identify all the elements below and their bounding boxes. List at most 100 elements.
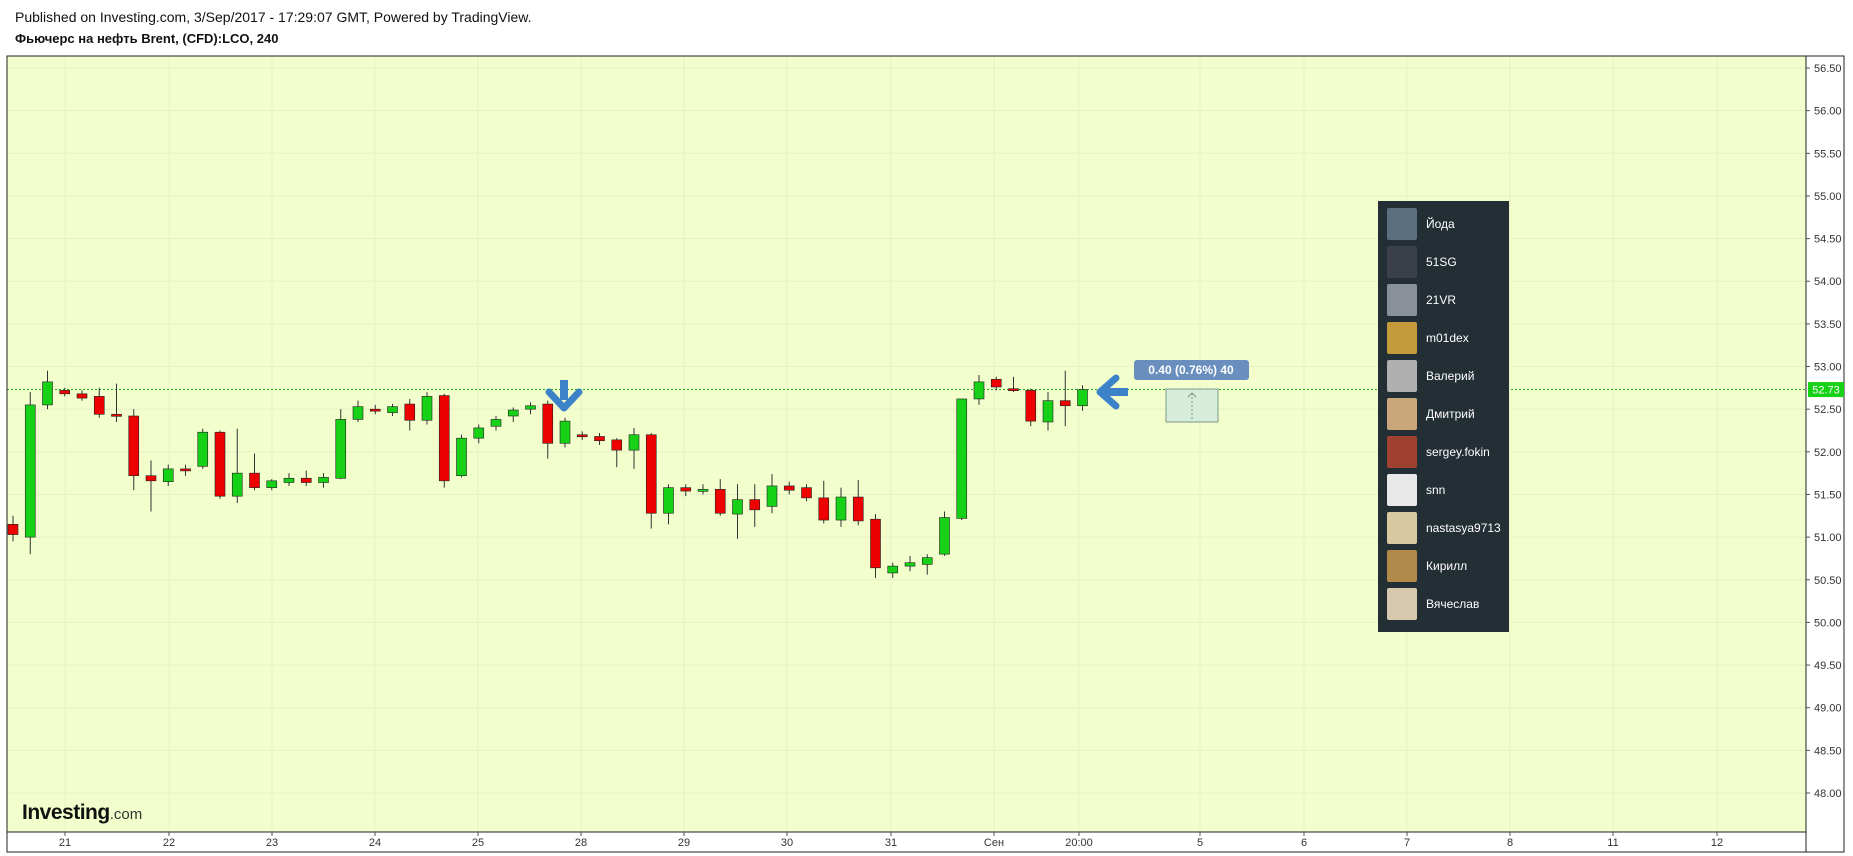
candle-body xyxy=(352,406,364,420)
viewer-name: Йода xyxy=(1426,217,1455,231)
candle xyxy=(525,402,536,415)
candle xyxy=(732,484,743,539)
y-tick-label: 56.50 xyxy=(1814,63,1842,75)
candle-body xyxy=(456,437,467,477)
viewer-name: sergey.fokin xyxy=(1426,445,1490,459)
candle xyxy=(1042,392,1054,431)
candle-body xyxy=(473,427,485,439)
avatar xyxy=(1387,588,1417,620)
viewer-name: m01dex xyxy=(1426,331,1469,345)
candle xyxy=(1059,370,1071,427)
measure-tool[interactable]: 0.40 (0.76%) 40 xyxy=(1134,360,1249,423)
candle-body xyxy=(870,518,881,569)
candle-body xyxy=(766,485,778,507)
candle-body xyxy=(249,472,260,488)
y-tick-label: 51.50 xyxy=(1814,489,1842,501)
candle-body xyxy=(956,398,968,519)
candle-body xyxy=(180,468,191,472)
candle-body xyxy=(801,487,812,499)
candle xyxy=(835,487,847,527)
candle xyxy=(266,479,278,491)
candle xyxy=(76,390,88,401)
candle xyxy=(801,484,812,502)
viewer-item[interactable]: Валерий xyxy=(1387,360,1507,394)
candle xyxy=(939,511,950,556)
candle xyxy=(490,416,502,431)
viewer-item[interactable]: Вячеслав xyxy=(1387,588,1507,622)
candle-body xyxy=(611,439,623,451)
measure-label: 0.40 (0.76%) 40 xyxy=(1148,363,1234,377)
candle xyxy=(645,433,657,529)
candle-body xyxy=(714,489,726,514)
candle xyxy=(663,484,674,525)
x-tick-label: 20:00 xyxy=(1065,837,1093,849)
candle-body xyxy=(111,413,122,417)
candle-body xyxy=(1077,389,1088,407)
candle xyxy=(42,370,53,410)
x-tick-label: 6 xyxy=(1301,837,1307,849)
x-tick-label: 8 xyxy=(1507,837,1513,849)
candle-body xyxy=(645,434,657,514)
y-tick-label: 55.00 xyxy=(1814,191,1842,203)
x-tick-label: 24 xyxy=(369,837,381,849)
candle-body xyxy=(818,497,830,521)
candle xyxy=(335,409,347,480)
x-tick-label: 25 xyxy=(472,837,484,849)
avatar xyxy=(1387,474,1417,506)
viewer-item[interactable]: 51SG xyxy=(1387,246,1507,280)
x-axis[interactable]: 21 22 23 24 25 28 29 30 31 Сен 20:00 5 6 7 8 11 12 xyxy=(59,832,1723,849)
candle xyxy=(214,430,226,499)
candle-body xyxy=(783,485,795,491)
y-tick-label: 53.00 xyxy=(1814,362,1842,374)
candle-body xyxy=(7,524,19,535)
candle xyxy=(887,562,899,579)
chart-title: Фьючерс на нефть Brent, (CFD):LCO, 240 xyxy=(15,31,279,46)
candle-body xyxy=(93,396,105,415)
viewer-item[interactable]: sergey.fokin xyxy=(1387,436,1507,470)
candles xyxy=(7,370,1088,579)
candle xyxy=(1025,388,1037,427)
viewer-item[interactable]: m01dex xyxy=(1387,322,1507,356)
viewer-item[interactable]: 21VR xyxy=(1387,284,1507,318)
candle xyxy=(594,433,605,445)
y-axis[interactable]: 48.00 48.50 49.00 49.50 50.00 50.50 51.00 51.50… xyxy=(1806,63,1842,800)
viewer-item[interactable]: Дмитрий xyxy=(1387,398,1507,432)
candle xyxy=(852,479,864,526)
candle xyxy=(921,554,933,575)
y-tick-label: 51.00 xyxy=(1814,532,1842,544)
viewer-name: nastasya9713 xyxy=(1426,521,1501,535)
y-tick-label: 52.50 xyxy=(1814,404,1842,416)
viewer-item[interactable]: Кирилл xyxy=(1387,550,1507,584)
candle-body xyxy=(697,489,709,492)
avatar xyxy=(1387,550,1417,582)
x-tick-label: 28 xyxy=(575,837,587,849)
candle-body xyxy=(904,562,916,567)
candle-body xyxy=(732,499,743,515)
viewer-item[interactable]: nastasya9713 xyxy=(1387,512,1507,546)
candle xyxy=(559,417,571,448)
candle-body xyxy=(887,565,899,574)
viewer-name: Валерий xyxy=(1426,369,1475,383)
x-tick-label: 22 xyxy=(163,837,175,849)
plot-border xyxy=(6,55,1845,853)
candle xyxy=(421,392,433,425)
candle xyxy=(128,409,140,491)
candle-body xyxy=(335,419,347,479)
candle xyxy=(507,407,519,422)
candle xyxy=(1008,376,1019,393)
y-tick-label: 49.00 xyxy=(1814,703,1842,715)
candle xyxy=(576,431,588,440)
candle xyxy=(300,470,312,486)
candle xyxy=(111,383,122,422)
candle xyxy=(766,474,778,514)
candle xyxy=(611,438,623,468)
y-tick-label: 55.50 xyxy=(1814,148,1842,160)
candle-body xyxy=(59,390,71,395)
candle xyxy=(352,400,364,422)
candle-body xyxy=(835,496,847,521)
x-tick-label: 21 xyxy=(59,837,71,849)
candle xyxy=(318,473,329,488)
viewer-item[interactable]: snn xyxy=(1387,474,1507,508)
candle-body xyxy=(680,487,692,492)
viewer-item[interactable]: Йода xyxy=(1387,208,1507,242)
